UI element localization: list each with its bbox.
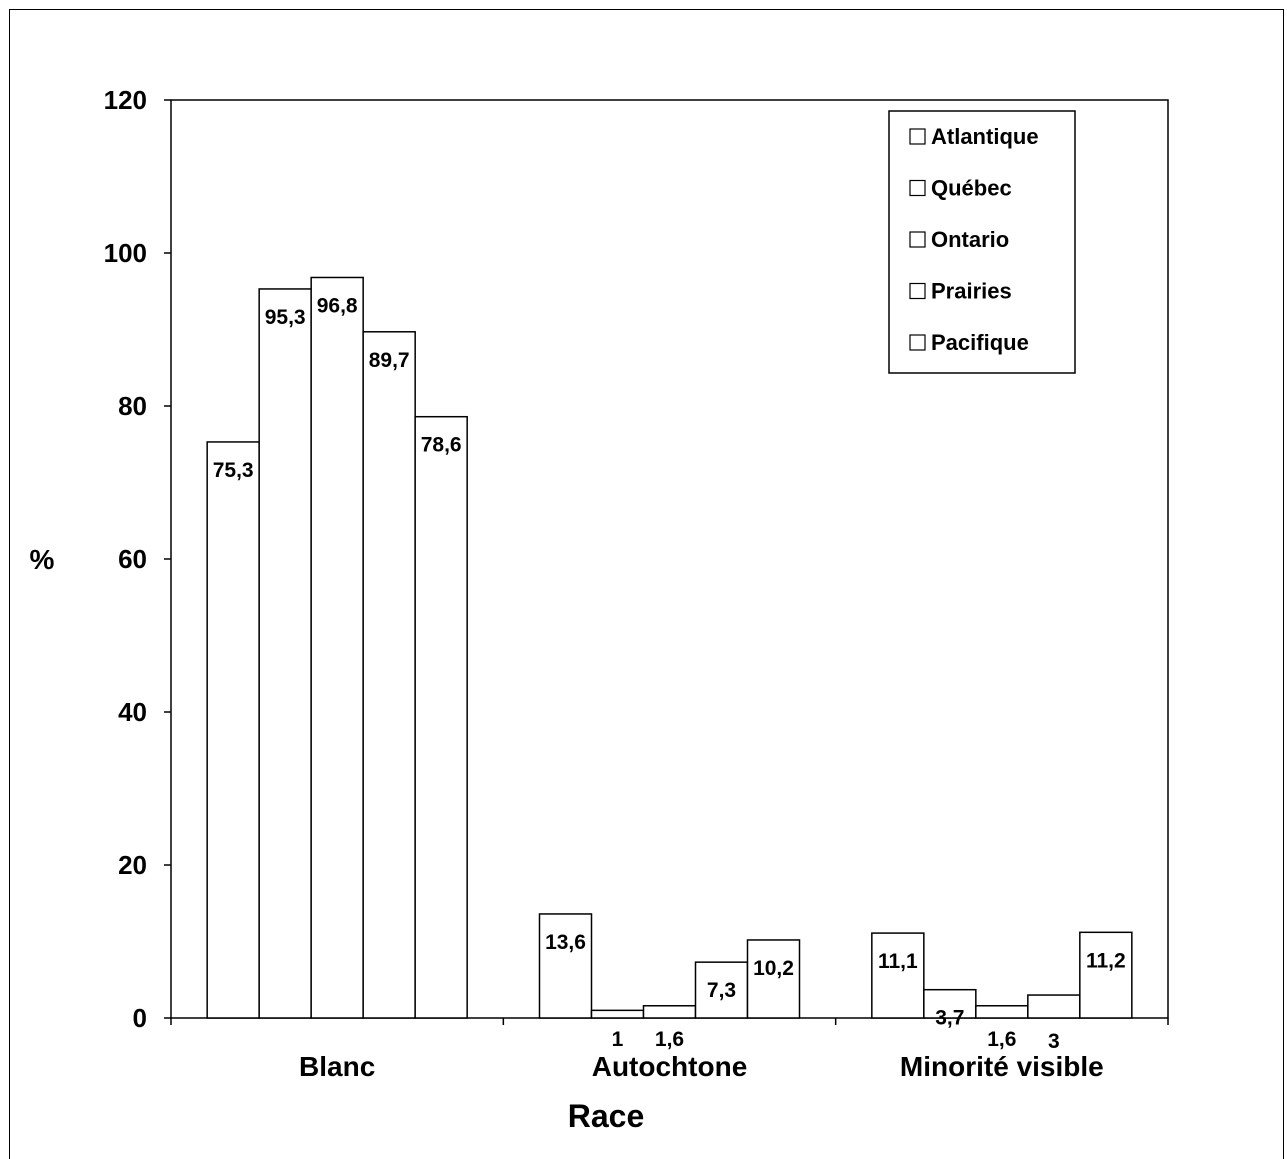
bars: [206, 276, 1133, 1019]
data-label: 13,6: [545, 931, 586, 954]
bar: [1027, 994, 1081, 1019]
data-label: 7,3: [707, 979, 736, 1002]
bar: [362, 331, 416, 1019]
data-label: 1,6: [987, 1028, 1016, 1051]
data-label: 96,8: [317, 294, 358, 317]
bar: [590, 1009, 645, 1019]
x-tick-label: Blanc: [299, 1051, 375, 1082]
bar: [310, 276, 364, 1019]
legend: Atlantique Québec Ontario Prairies Pacifique: [888, 110, 1076, 374]
x-axis-title: Race: [568, 1098, 645, 1134]
y-axis-title: %: [30, 544, 55, 575]
data-label: 1,6: [655, 1028, 684, 1051]
bar: [206, 441, 260, 1019]
legend-swatch: [909, 231, 926, 248]
y-tick-label: 40: [118, 697, 147, 727]
legend-swatch: [909, 334, 926, 351]
bar: [258, 288, 312, 1019]
bar-labels: 75,3 95,3 96,8 89,7 78,6 13,6 1 1,6 7,3 10,2 11,1 3…: [213, 294, 1126, 1053]
data-label: 1: [612, 1028, 624, 1051]
bar: [975, 1005, 1029, 1019]
bar: [923, 988, 977, 1019]
legend-swatch: [909, 282, 926, 300]
x-tick-label: Autochtone: [592, 1051, 748, 1082]
data-label: 10,2: [753, 957, 794, 980]
chart-frame: [9, 9, 1284, 1159]
legend-label: Ontario: [931, 227, 1009, 252]
y-tick-label: 120: [104, 85, 147, 115]
bar: [414, 415, 468, 1019]
y-tick-label: 80: [118, 391, 147, 421]
data-label: 3,7: [935, 1007, 964, 1030]
y-tick-label: 0: [133, 1003, 147, 1033]
legend-label: Atlantique: [931, 124, 1039, 149]
data-label: 3: [1048, 1030, 1060, 1053]
legend-swatch: [909, 128, 926, 145]
y-tick-label: 100: [104, 238, 147, 268]
bar: [746, 939, 801, 1019]
legend-label: Pacifique: [931, 330, 1029, 355]
bar: [871, 932, 925, 1019]
data-label: 75,3: [213, 459, 254, 482]
x-tick-label: Minorité visible: [900, 1051, 1104, 1082]
y-tick-label: 60: [118, 544, 147, 574]
legend-swatch: [909, 179, 926, 197]
data-label: 11,1: [878, 950, 918, 973]
bar: [694, 961, 749, 1019]
legend-label: Prairies: [931, 279, 1012, 304]
y-tick-label: 20: [118, 850, 147, 880]
bar: [538, 913, 593, 1019]
bar: [1079, 931, 1133, 1019]
data-label: 89,7: [369, 349, 410, 372]
data-label: 95,3: [265, 306, 306, 329]
data-label: 11,2: [1086, 949, 1126, 972]
data-label: 78,6: [421, 434, 462, 457]
legend-label: Québec: [931, 176, 1012, 201]
bar: [642, 1005, 697, 1019]
